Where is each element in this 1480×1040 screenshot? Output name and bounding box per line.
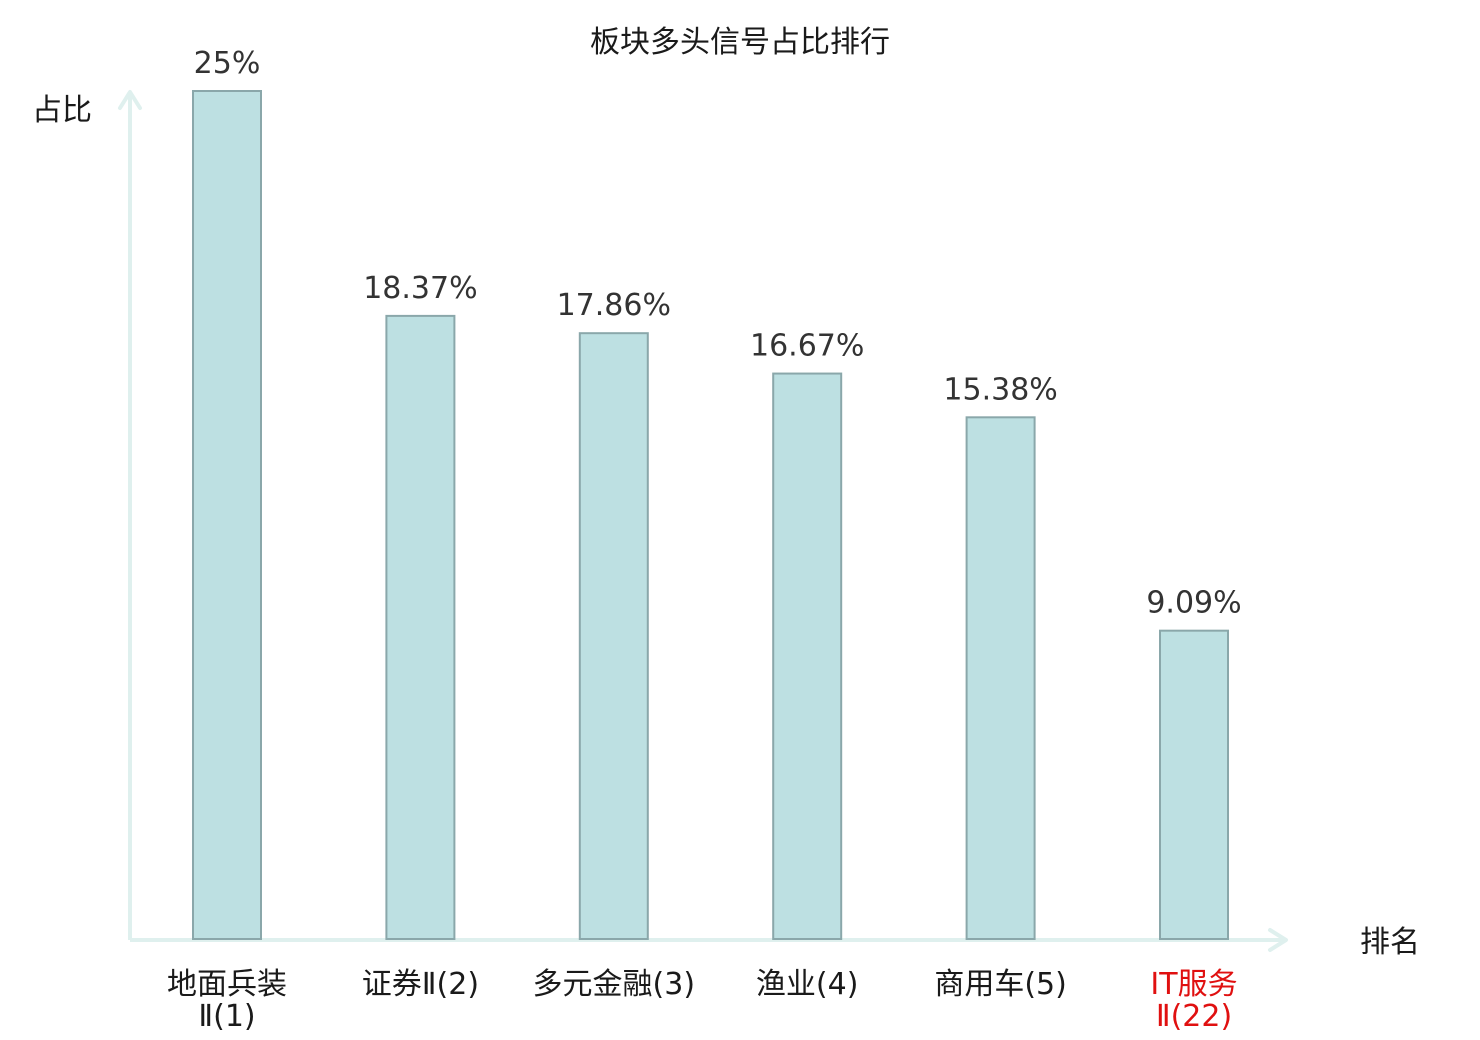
bar-value-label: 16.67% xyxy=(750,329,864,364)
bar xyxy=(965,416,1036,940)
category-label: Ⅱ(22) xyxy=(1156,999,1232,1034)
category-label: 多元金融(3) xyxy=(533,967,696,1002)
x-axis-label: 排名 xyxy=(1360,925,1420,960)
x-axis xyxy=(130,928,1288,952)
value-labels: 25% 18.37% 17.86% 16.67% 15.38% 9.09% xyxy=(194,46,1242,621)
category-label: 证券Ⅱ(2) xyxy=(362,967,479,1002)
bar xyxy=(192,90,262,940)
category-label: 商用车(5) xyxy=(934,967,1067,1002)
bar-value-label: 25% xyxy=(194,46,261,81)
category-label: 地面兵装 xyxy=(167,967,287,1002)
bar xyxy=(385,314,456,940)
bar-series xyxy=(192,90,1229,941)
category-label: 渔业(4) xyxy=(756,967,859,1002)
bar-value-label: 15.38% xyxy=(943,372,1057,407)
y-axis-label: 占比 xyxy=(32,93,92,128)
category-label: IT服务 xyxy=(1150,967,1237,1002)
bar xyxy=(578,332,649,941)
bar-value-label: 18.37% xyxy=(363,271,477,306)
bar xyxy=(772,372,843,940)
chart-title: 板块多头信号占比排行 xyxy=(590,25,890,60)
bar xyxy=(1159,629,1229,940)
bar-value-label: 9.09% xyxy=(1146,586,1241,621)
bar-value-label: 17.86% xyxy=(557,288,671,323)
category-label: Ⅱ(1) xyxy=(198,999,255,1034)
y-axis xyxy=(118,90,142,940)
